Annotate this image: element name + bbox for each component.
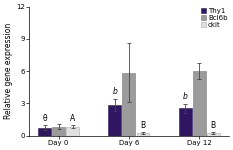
Bar — [179, 108, 192, 136]
Bar — [137, 133, 149, 136]
Bar — [207, 133, 220, 136]
Text: θ: θ — [42, 114, 47, 123]
Bar — [193, 71, 206, 136]
Bar — [122, 73, 135, 136]
Text: B: B — [211, 121, 216, 130]
Bar — [52, 127, 65, 136]
Bar — [38, 128, 51, 136]
Text: B: B — [140, 121, 146, 130]
Text: b: b — [183, 92, 188, 101]
Text: b: b — [112, 87, 117, 96]
Text: A: A — [70, 114, 75, 123]
Legend: Thy1, Bcl6b, ckit: Thy1, Bcl6b, ckit — [200, 7, 228, 29]
Bar — [108, 105, 121, 136]
Bar — [66, 127, 79, 136]
Y-axis label: Relative gene expression: Relative gene expression — [4, 23, 13, 119]
